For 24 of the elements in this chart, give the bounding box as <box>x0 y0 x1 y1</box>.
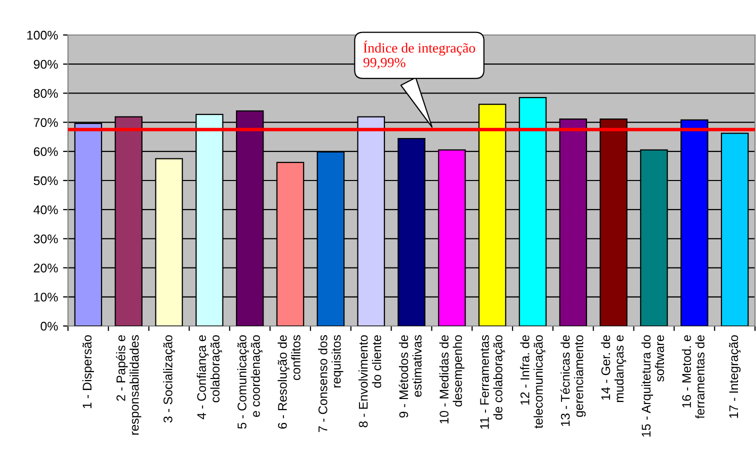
x-tick-label: 10 - Medidas de desempenho <box>439 335 464 424</box>
y-tick-label: 50% <box>34 176 58 186</box>
x-tick-label: 9 - Métodos de estimativas <box>398 335 422 418</box>
y-tick-label: 90% <box>34 60 58 69</box>
y-tick-label: 40% <box>34 205 58 214</box>
x-tick-label: 8 - Envolvimento do cliente <box>358 335 382 428</box>
x-tick-label: 3 - Socialização <box>163 335 175 422</box>
x-tick-label: 1 - Dispersão <box>82 335 94 408</box>
y-tick-label: 80% <box>34 89 58 98</box>
x-tick-label: 2 - Papéis e responsabilidades <box>116 335 142 435</box>
y-tick-label: 60% <box>34 147 58 156</box>
x-tick-label: 6 - Resolução de conflitos <box>278 335 300 429</box>
x-tick-label: 17 - Integração <box>729 335 741 418</box>
y-tick-label: 0% <box>40 322 58 331</box>
x-tick-label: 11 - Ferramentas de colaboração <box>480 335 505 429</box>
x-tick-label: 4 - Confiança e colaboração <box>196 335 222 420</box>
y-tick-label: 10% <box>34 292 58 302</box>
x-tick-label: 14 - Ger. de mudanças e <box>600 335 626 402</box>
y-tick-label: 100% <box>27 30 58 40</box>
ref-line-label: Índice de integração 99,99% <box>363 40 476 70</box>
y-tick-label: 70% <box>34 118 58 127</box>
x-tick-label: 5 - Comunicação e coordenação <box>237 335 262 429</box>
y-tick-label: 30% <box>34 234 58 244</box>
y-tick-label: 20% <box>34 264 58 272</box>
